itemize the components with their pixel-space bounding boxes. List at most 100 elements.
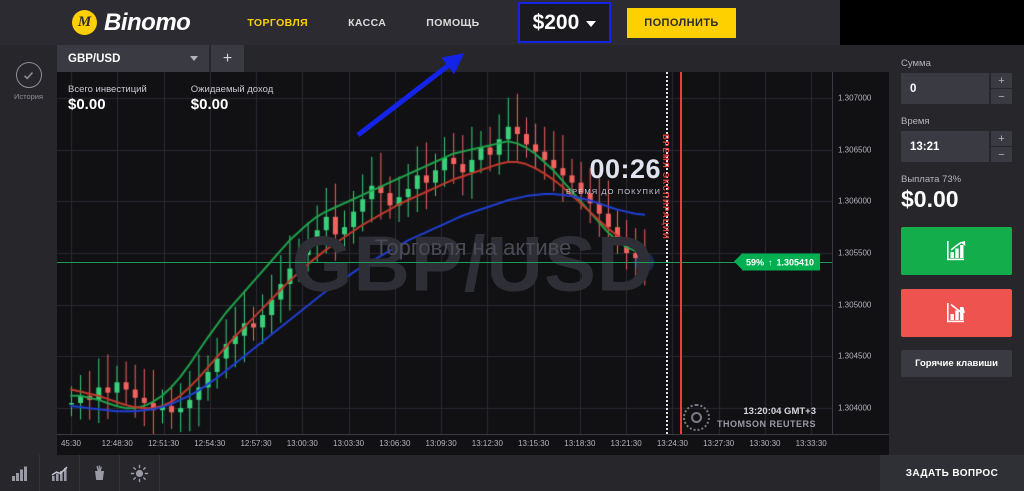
countdown-value: 00:26 [589,154,661,184]
chart-area[interactable]: GBP/USD Торговля на активе Всего инвести… [57,72,889,455]
amount-label: Сумма [901,58,931,69]
time-axis-tick: 13:06:30 [379,439,411,448]
chart-watermark-subtitle: Торговля на активе [374,235,572,260]
topbar-right-blank [840,0,1024,45]
amount-increment-button[interactable]: + [991,73,1012,88]
stat-expected-income: Ожидаемый доход $0.00 [191,84,273,113]
indicators-cup-icon [95,465,104,480]
deposit-button[interactable]: ПОПОЛНИТЬ [627,7,736,38]
bar-chart-icon [12,466,27,481]
time-axis-tick: 13:24:30 [656,439,688,448]
current-price-badge: 59% ↑ 1.305410 [733,253,821,271]
payout-value: $0.00 [901,186,959,212]
price-axis-tick: 1.306500 [838,145,872,155]
indicators-button[interactable] [80,455,120,491]
amount-decrement-button[interactable]: − [991,89,1012,104]
chart-down-icon [947,302,965,322]
time-axis-tick: 13:15:30 [518,439,550,448]
stat-total-investments-label: Всего инвестиций [68,84,147,95]
brightness-button[interactable] [120,455,160,491]
amount-stepper: 0 + − [901,73,1012,104]
amount-spinner: + − [991,73,1012,104]
time-axis-tick: 12:51:30 [147,439,180,448]
asset-tab-bar: GBP/USD + [57,45,889,72]
amount-input[interactable]: 0 [901,73,989,104]
payout-label: Выплата 73% [901,174,962,185]
trade-panel: Сумма 0 + − Время 13:21 + − Выплата 73% … [889,45,1024,455]
sidebar-item-history-label: История [13,92,44,101]
time-axis-tick: 13:09:30 [425,439,457,448]
nav-item-cashier[interactable]: КАССА [348,16,387,29]
chevron-down-icon [586,21,597,27]
asset-tab-gbpusd[interactable]: GBP/USD [57,45,209,72]
bottom-toolbar-spacer [160,455,880,491]
time-spinner: + − [991,131,1012,162]
brightness-sun-icon [130,464,149,482]
price-axis-tick: 1.304500 [838,351,872,361]
buy-down-button[interactable] [901,289,1012,337]
chevron-down-icon[interactable] [190,56,198,61]
bottom-toolbar: ЗАДАТЬ ВОПРОС [0,455,1024,491]
price-axis-tick: 1.306000 [838,196,872,206]
time-stepper: 13:21 + − [901,131,1012,162]
time-decrement-button[interactable]: − [991,147,1012,162]
left-rail: История [0,45,57,455]
time-input[interactable]: 13:21 [901,131,989,162]
time-axis-tick: 13:00:30 [286,439,318,448]
time-axis-tick: 12:57:30 [240,439,272,448]
buy-up-button[interactable] [901,227,1012,275]
expiration-line [680,72,682,434]
price-axis-tick: 1.307000 [838,93,872,103]
time-axis-tick: 13:27:30 [703,439,735,448]
stat-expected-income-label: Ожидаемый доход [190,84,274,95]
time-axis-tick: 13:12:30 [471,439,503,448]
balance-amount: $200 [532,10,580,34]
time-axis-tick: 13:03:30 [332,439,365,448]
trade-stats: Всего инвестиций $0.00 Ожидаемый доход $… [68,84,317,113]
chart-up-icon [947,240,966,260]
asset-tab-label: GBP/USD [68,52,121,65]
balance-selector[interactable]: $200 [517,2,612,43]
nav-item-trading[interactable]: ТОРГОВЛЯ [247,16,309,29]
purchase-deadline-line [666,72,668,434]
nav-item-help[interactable]: ПОМОЩЬ [426,16,480,29]
time-label: Время [901,116,930,127]
check-circle-icon [15,62,42,88]
price-badge-percent: 59% [746,257,765,268]
time-axis-tick: 13:30:30 [749,439,781,448]
time-axis[interactable]: 45:30 12:48:30 12:51:30 12:54:30 12:57:30 13:… [57,434,889,455]
price-badge-arrow-icon: ↑ [768,257,773,268]
line-chart-icon [51,466,68,481]
time-axis-tick: 13:21:30 [610,439,642,448]
thomson-reuters-logo-icon [682,404,710,431]
main-nav: ТОРГОВЛЯ КАССА ПОМОЩЬ [227,17,499,29]
data-provider-watermark: 13:20:04 GMT+3 THOMSON REUTERS [682,404,816,431]
ask-question-button[interactable]: ЗАДАТЬ ВОПРОС [880,455,1024,491]
stat-expected-income-value: $0.00 [190,96,229,113]
purchase-countdown: 00:26 ВРЕМЯ ДО ПОКУПКИ [566,154,661,196]
chart-type-line-button[interactable] [40,455,80,491]
expiration-line-label: ВРЕМЯ ЭКСПИРАЦИИ [661,134,670,240]
stat-total-investments: Всего инвестиций $0.00 [68,84,147,113]
chart-type-bar-button[interactable] [0,455,40,491]
brand-logo[interactable]: M Binomo [72,8,191,37]
price-axis[interactable]: 1.307000 1.306500 1.306000 1.305500 1.305000… [832,72,889,434]
countdown-label: ВРЕМЯ ДО ПОКУПКИ [566,187,661,196]
time-axis-tick: 12:54:30 [194,439,226,448]
hotkeys-button[interactable]: Горячие клавиши [901,350,1012,377]
plus-icon: + [222,49,233,67]
chart-watermark-asset: GBP/USD [291,219,655,308]
stat-total-investments-value: $0.00 [68,96,106,113]
brand-name: Binomo [104,8,191,36]
binomo-logo-icon: M [72,10,97,35]
time-axis-tick: 13:18:30 [564,439,596,448]
add-asset-button[interactable]: + [211,45,244,72]
time-axis-tick: 12:48:30 [101,439,133,448]
price-axis-tick: 1.305000 [838,300,872,310]
provider-timestamp: 13:20:04 GMT+3 [743,406,816,417]
current-price-line [57,262,832,264]
provider-name: THOMSON REUTERS [716,419,816,429]
sidebar-item-history[interactable]: История [0,62,57,101]
time-increment-button[interactable]: + [991,131,1012,146]
